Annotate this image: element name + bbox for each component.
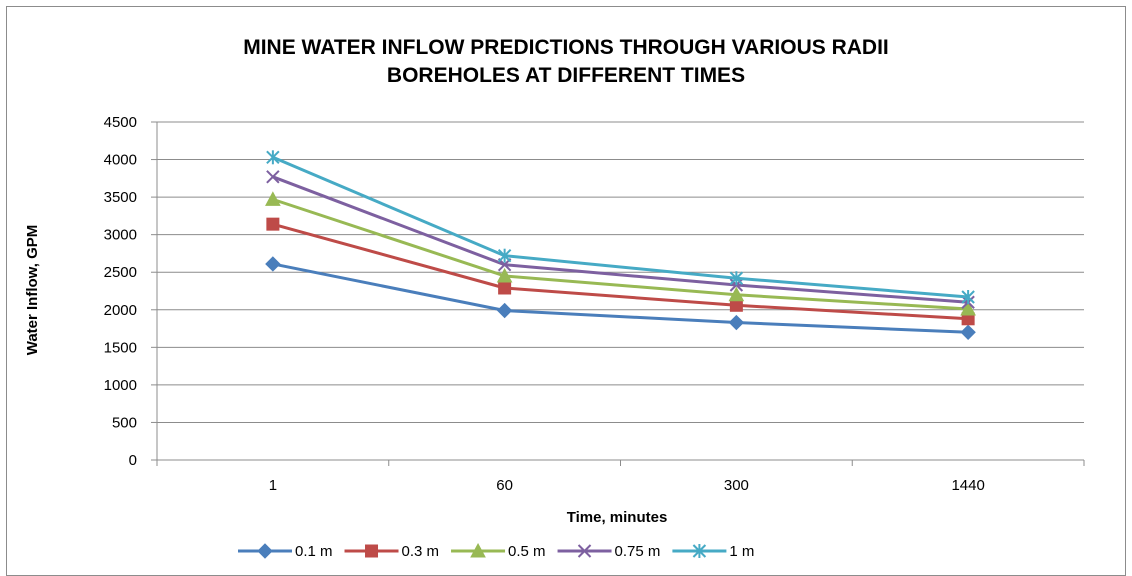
series-2-point-2 (728, 286, 745, 302)
series-2 (265, 191, 976, 316)
series-4-point-0 (266, 150, 280, 165)
chart-title-line-2: BOREHOLES AT DIFFERENT TIMES (387, 64, 745, 87)
legend-label-2: 0.5 m (508, 543, 546, 560)
series-0-point-1 (496, 302, 513, 319)
series-0 (265, 256, 976, 341)
legend-swatch-marker-1 (365, 544, 379, 558)
y-tick-label-4: 2000 (104, 302, 137, 319)
series-1-point-1 (498, 281, 512, 295)
series-2-point-1 (496, 267, 513, 283)
legend-label-4: 1 m (729, 543, 754, 560)
legend-swatch-marker-3 (577, 544, 592, 558)
series-1-line (272, 222, 969, 321)
series-4 (266, 150, 975, 305)
series (265, 150, 976, 341)
chart-frame (6, 6, 1126, 576)
y-axis-title: Water Inflow, GPM (24, 225, 41, 356)
x-axis-title: Time, minutes (567, 509, 668, 526)
legend-item-3: 0.75 m (557, 543, 661, 560)
series-0-line (272, 262, 969, 334)
series-1-point-0 (266, 217, 280, 231)
y-tick-label-9: 4500 (104, 114, 137, 131)
chart-title: MINE WATER INFLOW PREDICTIONS THROUGH VA… (243, 36, 889, 87)
y-tick-label-0: 0 (129, 452, 137, 469)
legend-item-2: 0.5 m (451, 542, 546, 560)
legend: 0.1 m 0.3 m 0.5 m 0.75 m 1 m (238, 542, 754, 560)
legend-label-3: 0.75 m (615, 543, 661, 560)
legend-swatch-marker-2 (470, 542, 486, 558)
series-0-point-2 (728, 314, 745, 331)
series-2-point-0 (265, 191, 281, 206)
x-tick-label-2: 300 (724, 477, 749, 494)
series-0-point-0 (265, 256, 281, 272)
legend-label-0: 0.1 m (295, 543, 333, 560)
y-tick-label-2: 1000 (104, 377, 137, 394)
series-4-line (272, 155, 969, 299)
legend-item-4: 1 m (672, 543, 754, 560)
series-3-point-0-stroke-b (266, 170, 280, 184)
y-tick-label-6: 3000 (104, 227, 137, 244)
series-2-point-3 (960, 300, 976, 316)
legend-swatch-marker-4 (692, 544, 707, 558)
x-tick-label-1: 60 (496, 477, 513, 494)
y-tick-labels: 0 500 1000 1500 2000 2500 3000 3500 4000 4500 (104, 114, 137, 469)
series-3-line (272, 175, 969, 304)
gridlines (157, 121, 1084, 423)
series-3-point-0 (266, 170, 280, 184)
series-0-point-3 (960, 324, 976, 341)
x-tick-label-0: 1 (269, 477, 277, 494)
y-tick-label-3: 1500 (104, 339, 137, 356)
chart-title-line-1: MINE WATER INFLOW PREDICTIONS THROUGH VA… (243, 36, 889, 59)
legend-item-1: 0.3 m (344, 543, 440, 560)
legend-label-1: 0.3 m (402, 543, 440, 560)
y-tick-label-1: 500 (112, 414, 137, 431)
y-tick-label-8: 4000 (104, 152, 137, 169)
series-1 (266, 217, 975, 326)
series-4-point-2 (729, 271, 744, 286)
y-tick-label-7: 3500 (104, 189, 137, 206)
series-2-line (272, 197, 969, 311)
y-tick-label-5: 2500 (104, 264, 137, 281)
legend-item-0: 0.1 m (238, 543, 333, 560)
axes (151, 121, 1085, 466)
series-4-point-3 (961, 290, 975, 305)
x-tick-labels: 1 60 300 1440 (269, 477, 985, 494)
x-tick-label-3: 1440 (951, 477, 984, 494)
series-4-point-1 (497, 248, 512, 263)
legend-swatch-marker-0 (257, 543, 273, 559)
legend-swatch-marker-3-stroke-b (577, 544, 592, 558)
